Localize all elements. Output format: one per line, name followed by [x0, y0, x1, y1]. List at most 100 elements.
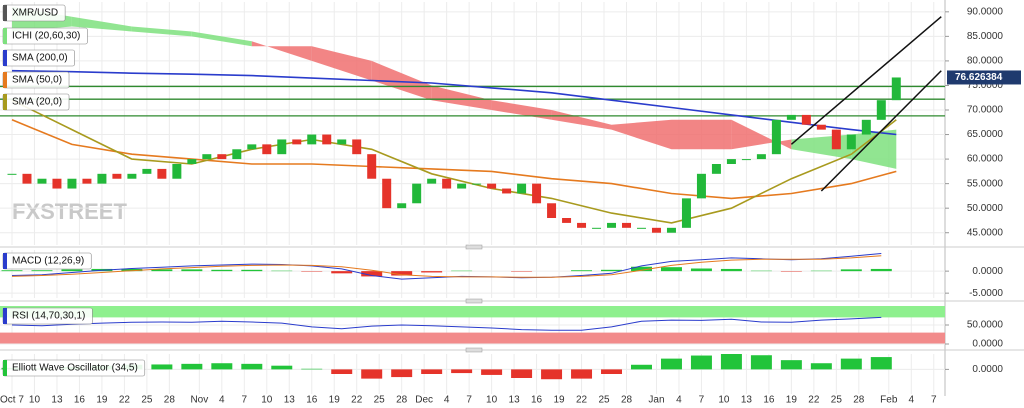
indicator-label-swatch	[3, 360, 7, 376]
candle	[382, 178, 392, 209]
plot-background	[0, 0, 945, 396]
indicator-label: SMA (20,0)	[2, 93, 70, 111]
indicator-label-text: SMA (50,0)	[12, 75, 62, 86]
indicator-label: XMR/USD	[2, 4, 66, 22]
candle	[112, 173, 122, 179]
x-tick-label: 22	[119, 395, 131, 406]
candle	[7, 173, 17, 175]
ewo-bar	[211, 363, 233, 370]
y-tick-label: 45.0000	[967, 227, 1004, 238]
candle	[517, 183, 527, 194]
indicator-label-text: RSI (14,70,30,1)	[12, 311, 85, 322]
candle	[52, 178, 62, 189]
candle	[37, 178, 47, 184]
x-tick-label: 7	[699, 395, 705, 406]
candle	[217, 154, 227, 160]
x-tick-label: 28	[853, 395, 865, 406]
candle	[696, 173, 706, 199]
candle	[607, 222, 617, 228]
macd-bar	[630, 266, 652, 272]
rsi-line	[11, 316, 882, 331]
macd-bar	[61, 269, 83, 272]
indicator-label: ICHI (20,60,30)	[2, 27, 88, 45]
x-tick-label: 4	[219, 395, 225, 406]
candle	[876, 100, 886, 120]
y-tick-label: 75.0000	[967, 80, 1004, 91]
candle	[741, 159, 751, 161]
macd-bar	[421, 271, 443, 273]
candle	[262, 144, 272, 155]
indicator-label: SMA (200,0)	[2, 49, 75, 67]
trend-line	[790, 16, 942, 145]
candle	[397, 203, 407, 209]
indicator-label-text: ICHI (20,60,30)	[12, 31, 80, 42]
y-tick-label: 0.0000	[972, 339, 1003, 350]
x-tick-label: 16	[306, 395, 318, 406]
macd-bar	[391, 271, 413, 276]
y-tick-label: -5.0000	[969, 288, 1003, 299]
candle	[142, 168, 152, 174]
ewo-bar	[181, 363, 203, 370]
macd-bar	[31, 270, 53, 272]
candle	[367, 154, 377, 179]
x-tick-label: 10	[29, 395, 41, 406]
macd-bar	[690, 268, 712, 272]
macd-bar	[181, 269, 203, 272]
ichimoku-cloud	[371, 60, 432, 101]
x-tick-label: 7	[466, 395, 472, 406]
candle	[636, 227, 646, 229]
candle	[232, 149, 242, 160]
candle	[22, 173, 32, 184]
indicator-label-swatch	[3, 94, 7, 110]
y-tick-label: 55.0000	[967, 178, 1004, 189]
last-price-label: 76.626384	[955, 72, 1003, 83]
indicator-label: RSI (14,70,30,1)	[2, 307, 93, 325]
x-tick-label: 13	[51, 395, 63, 406]
trend-line	[820, 70, 942, 192]
candle	[891, 77, 901, 101]
candle	[172, 164, 182, 179]
x-tick-label: 10	[486, 395, 498, 406]
indicator-label-swatch	[3, 50, 7, 66]
ichimoku-cloud	[851, 129, 897, 169]
candle	[472, 183, 482, 185]
x-tick-label: Feb	[880, 395, 898, 406]
indicator-label-text: Elliott Wave Oscillator (34,5)	[12, 363, 138, 374]
candle	[771, 119, 781, 155]
candle	[592, 227, 602, 229]
candle	[786, 114, 796, 120]
candle	[67, 178, 77, 189]
candle	[202, 154, 212, 160]
sma-line	[11, 119, 897, 200]
x-tick-label: 28	[621, 395, 633, 406]
x-tick-label: 25	[374, 395, 386, 406]
ewo-bar	[361, 369, 383, 379]
macd-bar	[840, 269, 862, 272]
y-tick-label: 60.0000	[967, 154, 1004, 165]
candle	[187, 159, 197, 164]
rsi-band	[0, 332, 945, 344]
ewo-bar	[271, 365, 293, 370]
x-tick-label: 4	[676, 395, 682, 406]
x-tick-label: 16	[763, 395, 775, 406]
indicator-label: MACD (12,26,9)	[2, 252, 92, 270]
candle	[861, 119, 871, 135]
x-tick-label: 10	[261, 395, 273, 406]
candle	[547, 203, 557, 218]
ewo-bar	[511, 369, 533, 378]
panel-grip	[465, 244, 483, 250]
candle	[322, 134, 332, 145]
indicator-label: SMA (50,0)	[2, 71, 70, 89]
ewo-bar	[331, 369, 353, 374]
candle	[97, 173, 107, 184]
ichimoku-cloud	[71, 16, 132, 32]
indicator-label-swatch	[3, 253, 7, 269]
candle	[337, 139, 347, 145]
indicator-label: Elliott Wave Oscillator (34,5)	[2, 359, 146, 377]
candle	[681, 198, 691, 228]
ewo-bar	[451, 369, 473, 374]
x-tick-label: 19	[96, 395, 108, 406]
candle	[666, 227, 676, 233]
y-tick-label: 70.0000	[967, 105, 1004, 116]
y-tick-label: 85.0000	[967, 31, 1004, 42]
